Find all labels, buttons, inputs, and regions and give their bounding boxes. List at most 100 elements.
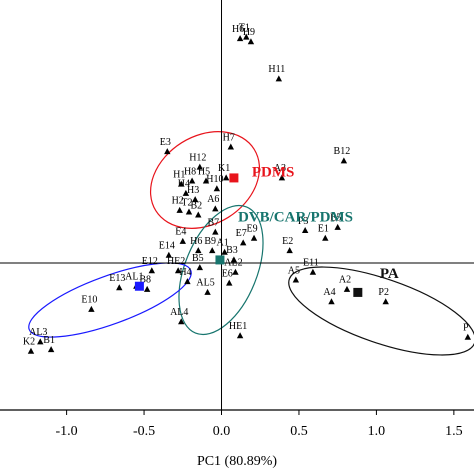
group-label: DVB/CAR/PDMS bbox=[238, 209, 353, 225]
point-label: E2 bbox=[282, 236, 293, 247]
point bbox=[188, 177, 196, 184]
centroid bbox=[134, 281, 144, 291]
point-label: B2 bbox=[190, 200, 202, 211]
point bbox=[322, 234, 329, 241]
point-label: A4 bbox=[323, 287, 335, 298]
point-label: E7 bbox=[236, 228, 247, 239]
point-label: E14 bbox=[159, 241, 175, 252]
point bbox=[309, 268, 317, 275]
x-tick-label: -1.0 bbox=[56, 424, 78, 439]
point bbox=[174, 267, 182, 274]
point-label: P bbox=[463, 323, 469, 334]
point bbox=[176, 206, 183, 213]
group-ellipse bbox=[288, 266, 474, 356]
point-label: H4 bbox=[178, 179, 190, 190]
point-label: B9 bbox=[204, 236, 216, 247]
point bbox=[334, 223, 341, 230]
point-label: E11 bbox=[303, 258, 319, 269]
centroid bbox=[215, 255, 225, 265]
point-label: B5 bbox=[192, 253, 204, 264]
point-label: A3 bbox=[274, 163, 286, 174]
point bbox=[328, 298, 335, 305]
point bbox=[212, 228, 219, 235]
point bbox=[47, 346, 55, 353]
point bbox=[275, 75, 283, 82]
point bbox=[250, 234, 258, 241]
point bbox=[464, 333, 472, 340]
point bbox=[179, 237, 186, 244]
point bbox=[278, 174, 286, 181]
point bbox=[239, 239, 247, 246]
point-label: K2 bbox=[23, 337, 35, 348]
group-label: PA bbox=[380, 266, 399, 282]
point bbox=[232, 268, 239, 275]
point-label: AL3 bbox=[29, 327, 47, 338]
point-label: H3 bbox=[187, 185, 199, 196]
group-label: PDMS bbox=[252, 164, 295, 180]
point bbox=[213, 185, 221, 192]
point bbox=[204, 288, 211, 295]
point bbox=[230, 256, 238, 263]
point-label: B1 bbox=[43, 335, 55, 346]
point-label: H11 bbox=[268, 64, 285, 75]
point bbox=[221, 248, 228, 255]
point-label: P2 bbox=[378, 287, 389, 298]
point-label: H2 bbox=[172, 196, 184, 207]
x-tick-label: 1.5 bbox=[445, 424, 463, 439]
point bbox=[222, 174, 230, 181]
point bbox=[195, 211, 202, 218]
x-tick-label: 0.5 bbox=[290, 424, 308, 439]
group-ellipse bbox=[28, 262, 192, 338]
point bbox=[88, 305, 95, 312]
point bbox=[212, 205, 219, 212]
point bbox=[236, 332, 244, 339]
point bbox=[243, 33, 250, 40]
point-label: HE1 bbox=[229, 321, 247, 332]
point bbox=[301, 227, 309, 234]
point bbox=[191, 196, 199, 203]
point-label: HE2 bbox=[167, 256, 185, 267]
centroid bbox=[229, 173, 239, 183]
point-label: P3 bbox=[298, 216, 309, 227]
point-label: E5 bbox=[330, 213, 341, 224]
point bbox=[184, 278, 191, 285]
point bbox=[178, 318, 185, 325]
point bbox=[143, 285, 151, 292]
point bbox=[227, 143, 235, 150]
x-tick-label: -0.5 bbox=[133, 424, 155, 439]
point-label: AL2 bbox=[224, 258, 242, 269]
point-label: E3 bbox=[160, 137, 171, 148]
x-tick-label: 0.0 bbox=[213, 424, 231, 439]
point-label: E4 bbox=[175, 227, 186, 238]
point-label: E1 bbox=[318, 224, 329, 235]
point bbox=[247, 38, 255, 45]
point bbox=[185, 208, 193, 215]
point bbox=[196, 163, 204, 170]
group-ellipse bbox=[149, 131, 261, 229]
point-label: B7 bbox=[207, 217, 219, 228]
point-label: H6 bbox=[190, 236, 202, 247]
point bbox=[209, 247, 216, 254]
point-label: AL1 bbox=[125, 272, 143, 283]
point-label: AL4 bbox=[170, 307, 188, 318]
point bbox=[116, 284, 123, 291]
point-label: H5 bbox=[198, 166, 210, 177]
point bbox=[165, 251, 173, 258]
point bbox=[27, 347, 35, 354]
point-label: A5 bbox=[288, 265, 300, 276]
point bbox=[195, 247, 202, 254]
point bbox=[340, 157, 348, 164]
centroid bbox=[353, 287, 363, 297]
point bbox=[178, 180, 185, 187]
x-axis-label: PC1 (80.89%) bbox=[197, 454, 277, 469]
group-ellipse bbox=[178, 204, 264, 336]
x-tick-label: 1.0 bbox=[368, 424, 386, 439]
point-label: H10 bbox=[206, 174, 223, 185]
point-label: B3 bbox=[226, 245, 238, 256]
point bbox=[202, 177, 210, 184]
point bbox=[292, 276, 300, 283]
point bbox=[182, 189, 190, 196]
point-label: H7 bbox=[223, 132, 235, 143]
point-label: E9 bbox=[246, 224, 257, 235]
